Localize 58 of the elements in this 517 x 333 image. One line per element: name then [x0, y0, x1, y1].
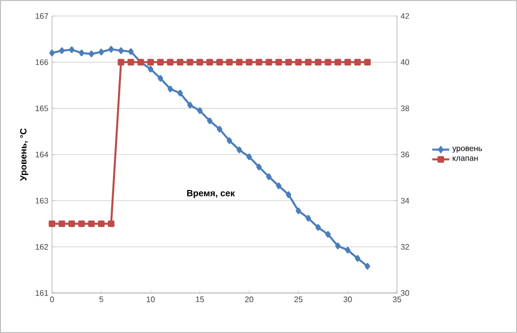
point: [68, 46, 74, 54]
point: [216, 126, 222, 132]
point: [177, 90, 183, 96]
x-tick-label: 0: [50, 296, 54, 302]
point: [236, 146, 242, 154]
y-tick-label: 161: [36, 290, 48, 296]
x-tick-label: 30: [344, 296, 352, 302]
point: [197, 107, 203, 114]
point: [158, 75, 164, 82]
point: [344, 246, 350, 254]
point: [148, 66, 154, 72]
point: [88, 50, 94, 58]
y-axis-title: Уровень, °C: [20, 128, 28, 181]
point: [266, 173, 272, 180]
point: [78, 50, 84, 56]
y2-tick-label: 34: [400, 198, 410, 204]
x-tick-label: 15: [196, 296, 204, 302]
legend-label: уровень: [452, 146, 482, 153]
point: [118, 47, 124, 54]
y-tick-label: 162: [36, 244, 48, 250]
point: [206, 118, 212, 124]
point: [315, 224, 321, 231]
y-tick-label: 164: [36, 152, 48, 158]
x-axis-title: Время, сек: [187, 190, 235, 198]
point: [256, 164, 262, 170]
y-tick-label: 163: [36, 198, 48, 204]
y2-tick-label: 32: [400, 244, 410, 250]
y-tick-label: 165: [36, 106, 48, 112]
point: [354, 255, 360, 262]
point: [325, 231, 331, 238]
point: [246, 154, 252, 160]
x-tick-label: 35: [392, 296, 402, 302]
point: [296, 208, 302, 214]
point: [286, 191, 292, 198]
point: [108, 46, 114, 53]
y-tick-label: 167: [36, 13, 48, 19]
point: [276, 182, 282, 190]
x-tick-label: 5: [99, 296, 104, 302]
point: [49, 50, 55, 56]
y2-tick-label: 38: [400, 106, 410, 112]
legend-label: клапан: [452, 156, 478, 161]
point: [226, 137, 232, 144]
y2-tick-label: 40: [400, 59, 410, 65]
x-tick-label: 20: [245, 296, 254, 302]
point: [187, 102, 193, 108]
point: [98, 48, 104, 56]
x-tick-label: 10: [146, 296, 155, 302]
y-tick-label: 166: [36, 59, 48, 66]
point: [59, 47, 65, 54]
point: [335, 242, 341, 250]
point: [128, 48, 134, 55]
y2-tick-label: 30: [400, 290, 410, 296]
point: [168, 86, 174, 92]
point: [364, 262, 370, 270]
y2-tick-label: 36: [400, 152, 410, 158]
x-tick-label: 25: [294, 296, 303, 302]
y2-tick-label: 42: [400, 13, 410, 19]
point: [306, 214, 312, 222]
